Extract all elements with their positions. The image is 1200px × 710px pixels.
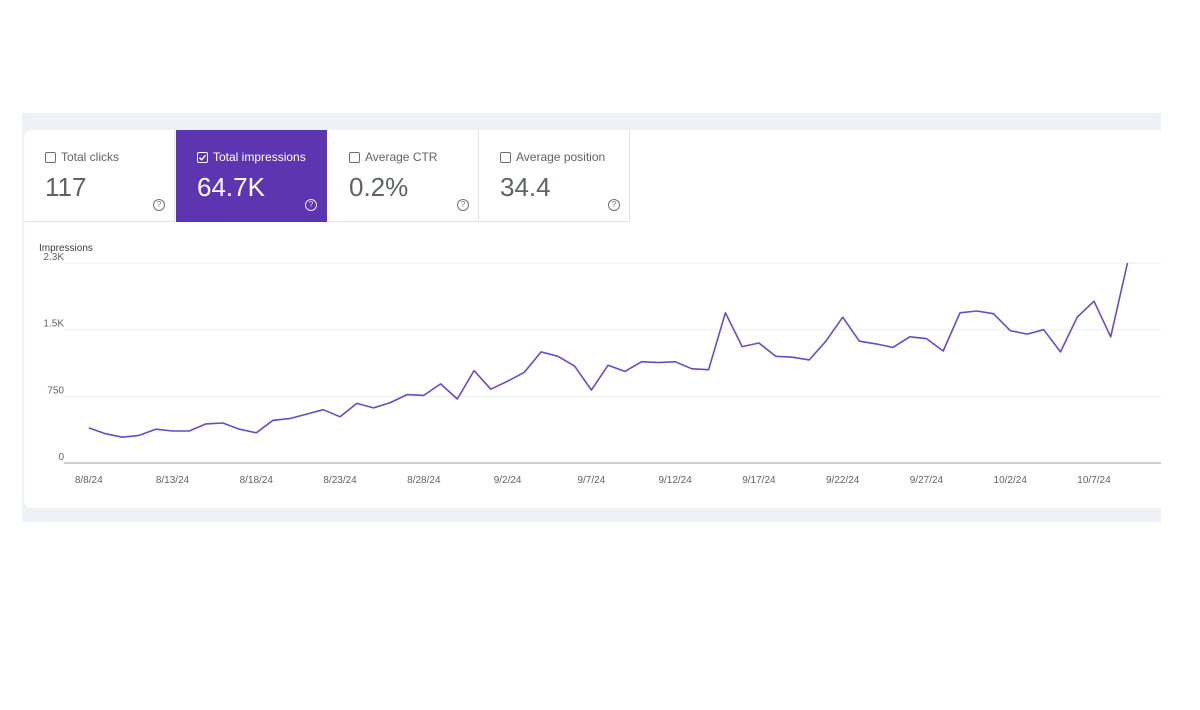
y-tick-label: 750 xyxy=(47,385,64,396)
x-tick-label: 9/2/24 xyxy=(494,475,522,486)
help-icon[interactable]: ? xyxy=(305,199,317,211)
metric-tile-average-ctr[interactable]: Average CTR 0.2% ? xyxy=(328,130,479,222)
x-tick-label: 10/2/24 xyxy=(994,475,1028,486)
metric-value: 34.4 xyxy=(500,172,551,202)
performance-card: Total clicks 117 ? Total impressions 64.… xyxy=(24,130,1161,508)
metric-tile-total-impressions[interactable]: Total impressions 64.7K ? xyxy=(176,130,327,222)
checkbox-total-clicks[interactable] xyxy=(45,152,56,163)
checkbox-average-position[interactable] xyxy=(500,152,511,163)
help-icon[interactable]: ? xyxy=(153,199,165,211)
y-tick-label: 1.5K xyxy=(43,319,64,330)
y-axis-title: Impressions xyxy=(39,243,93,254)
checkbox-total-impressions[interactable] xyxy=(197,152,208,163)
x-tick-label: 9/17/24 xyxy=(742,475,776,486)
metric-tile-total-clicks[interactable]: Total clicks 117 ? xyxy=(24,130,175,222)
series-line xyxy=(88,262,1129,439)
x-tick-label: 8/23/24 xyxy=(323,475,357,486)
metric-value: 0.2% xyxy=(349,172,409,202)
x-tick-label: 8/13/24 xyxy=(156,475,190,486)
metric-label: Total impressions xyxy=(213,150,306,164)
x-tick-label: 8/18/24 xyxy=(240,475,274,486)
x-tick-label: 9/12/24 xyxy=(658,475,692,486)
metric-value: 64.7K xyxy=(197,172,265,202)
help-icon[interactable]: ? xyxy=(608,199,620,211)
metric-label: Average position xyxy=(516,150,606,164)
checkbox-average-ctr[interactable] xyxy=(349,152,360,163)
y-tick-label: 2.3K xyxy=(43,252,64,263)
help-icon[interactable]: ? xyxy=(457,199,469,211)
metric-tile-average-position[interactable]: Average position 34.4 ? xyxy=(479,130,630,222)
x-tick-label: 9/7/24 xyxy=(577,475,605,486)
x-tick-label: 8/8/24 xyxy=(75,475,103,486)
x-tick-label: 9/22/24 xyxy=(826,475,860,486)
x-tick-label: 10/7/24 xyxy=(1077,475,1111,486)
metric-value: 117 xyxy=(45,172,87,202)
metric-label: Average CTR xyxy=(365,150,438,164)
impressions-line-chart: 0 750 1.5K 2.3K 8/8/24 8/13/24 8/18/24 8/23/24 8… xyxy=(43,252,1161,486)
metric-label: Total clicks xyxy=(61,150,120,164)
x-tick-label: 9/27/24 xyxy=(910,475,944,486)
x-tick-label: 8/28/24 xyxy=(407,475,441,486)
y-tick-label: 0 xyxy=(58,452,64,463)
